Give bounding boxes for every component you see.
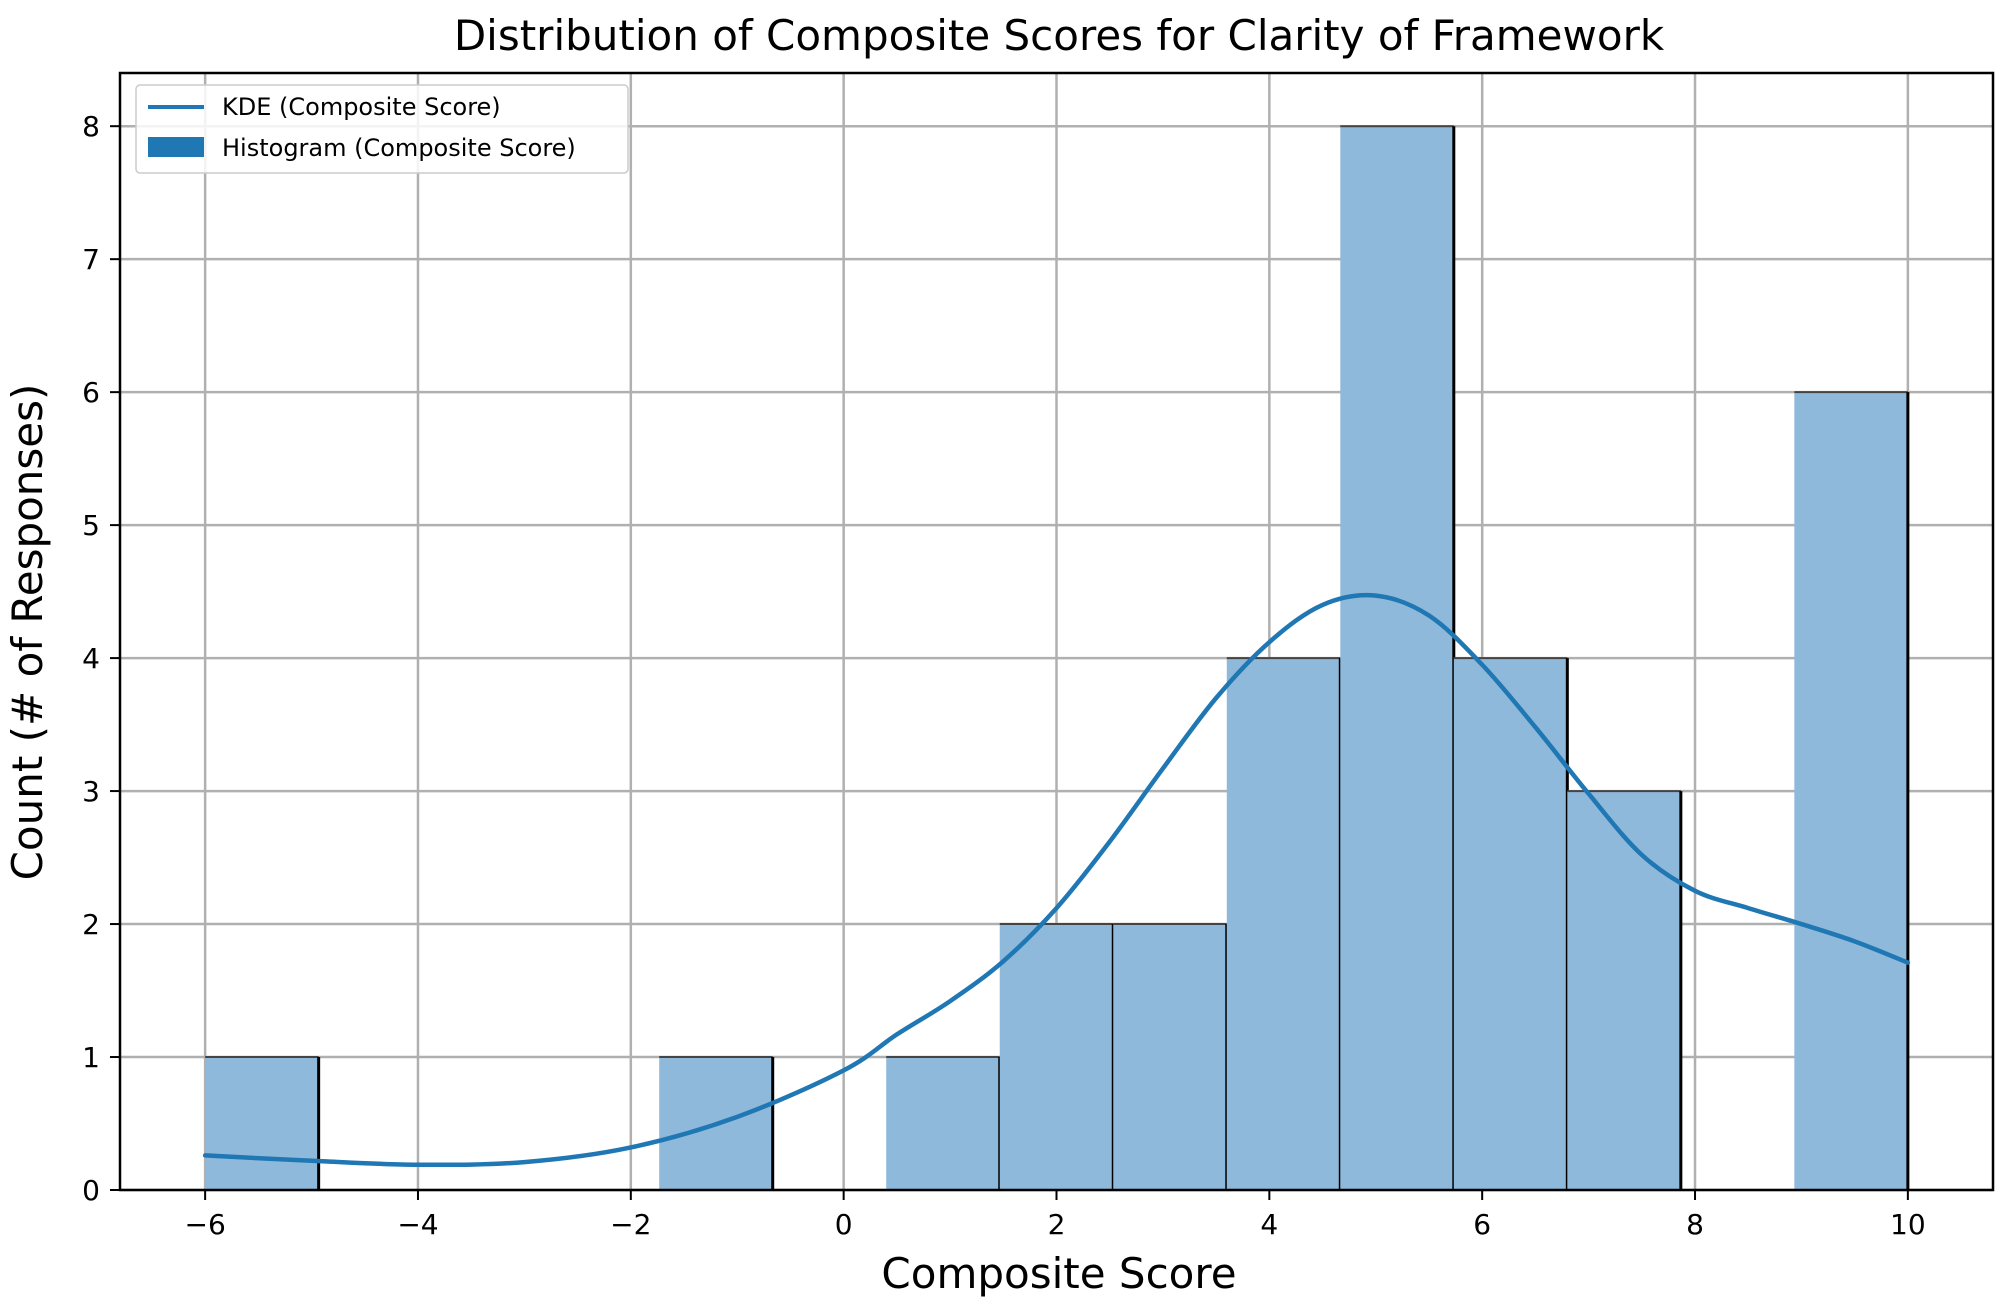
y-tick-label: 1: [82, 1041, 100, 1074]
histogram-bar: [886, 1056, 1002, 1190]
histogram-bar-fill: [1226, 658, 1341, 1190]
y-tick-label: 2: [82, 908, 100, 941]
histogram-bar-fill: [1113, 924, 1227, 1190]
x-tick-label: 8: [1686, 1208, 1704, 1241]
legend-frame: [135, 84, 629, 174]
chart-title: Distribution of Composite Scores for Cla…: [454, 11, 1665, 60]
histogram-bar-fill: [886, 1057, 1000, 1190]
legend: KDE (Composite Score) Histogram (Composi…: [135, 84, 629, 174]
histogram-bar: [1567, 790, 1683, 1190]
x-tick-label: −4: [397, 1208, 438, 1241]
legend-kde-label: KDE (Composite Score): [222, 93, 501, 121]
histogram-bar: [1794, 391, 1910, 1191]
x-tick-label: −6: [184, 1208, 225, 1241]
histogram-bars: [205, 125, 1910, 1191]
histogram-bar: [1113, 923, 1229, 1190]
histogram-bar-fill: [1340, 126, 1454, 1191]
x-tick-label: 2: [1048, 1208, 1066, 1241]
histogram-bar-fill: [999, 924, 1114, 1190]
y-tick-label: 7: [82, 243, 100, 276]
histogram-bar-fill: [1567, 791, 1681, 1190]
legend-histogram-swatch: [148, 137, 204, 157]
y-tick-label: 5: [82, 509, 100, 542]
y-tick-label: 6: [82, 376, 100, 409]
histogram-bar-fill: [1794, 392, 1908, 1191]
axis-ticks: −6 −4 −2 0 2 4 6 8 10 0 1 2 3 4 5 6 7 8: [82, 110, 1926, 1241]
y-axis-title: Count (# of Responses): [3, 384, 52, 881]
x-tick-label: 10: [1890, 1208, 1926, 1241]
x-tick-label: 6: [1473, 1208, 1491, 1241]
y-tick-label: 3: [82, 775, 100, 808]
y-tick-label: 0: [82, 1174, 100, 1207]
y-tick-label: 4: [82, 642, 100, 675]
histogram-bar: [1340, 125, 1456, 1191]
x-axis-title: Composite Score: [881, 1249, 1236, 1298]
kde-line: [202, 592, 1911, 1168]
histogram-bar: [205, 1056, 321, 1190]
histogram-bar-fill: [205, 1057, 319, 1190]
x-tick-label: 0: [835, 1208, 853, 1241]
kde-series: [202, 592, 1911, 1168]
x-tick-label: 4: [1260, 1208, 1278, 1241]
histogram-bar: [999, 923, 1115, 1190]
histogram-bar: [1226, 657, 1342, 1190]
x-tick-label: −2: [610, 1208, 651, 1241]
histogram-bar: [1453, 657, 1569, 1190]
histogram-bar-fill: [1453, 658, 1568, 1190]
legend-histogram-label: Histogram (Composite Score): [222, 134, 576, 162]
y-tick-label: 8: [82, 110, 100, 143]
